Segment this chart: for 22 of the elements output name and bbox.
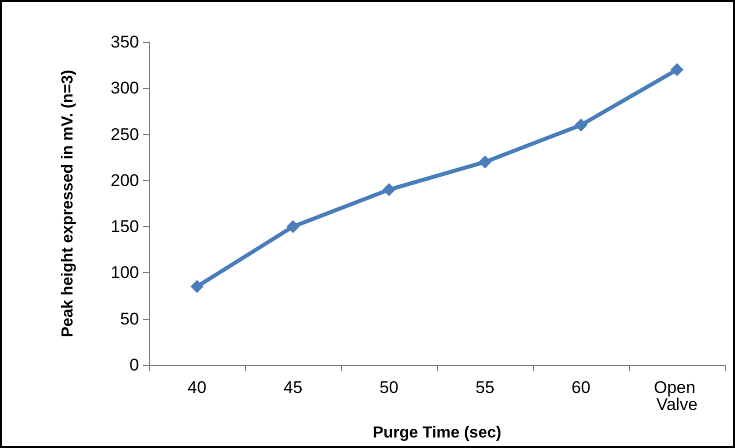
y-tick-label: 150 — [110, 217, 139, 236]
point — [286, 220, 300, 234]
y-tick-label: 0 — [130, 356, 139, 374]
x-tick-label: 40 — [188, 378, 206, 397]
point — [382, 183, 396, 196]
y-tick-label: 200 — [110, 170, 139, 190]
y-tick-label: 100 — [110, 263, 139, 282]
x-tick-label: 55 — [476, 378, 494, 397]
x-tick-label: 50 — [380, 378, 398, 397]
point — [190, 280, 204, 294]
y-tick-label: 50 — [120, 309, 139, 328]
point — [478, 155, 492, 168]
x-tick-label: Open Valve — [654, 378, 700, 414]
x-axis-title: Purge Time (sec) — [372, 424, 502, 442]
point — [574, 118, 588, 132]
point — [670, 63, 684, 76]
y-tick-label: 250 — [110, 124, 139, 144]
y-tick-label: 350 — [110, 32, 139, 52]
x-tick-label: 60 — [572, 378, 590, 397]
y-tick-label: 300 — [110, 78, 139, 98]
y-axis-title: Peak height expressed in mV. (n=3) — [60, 70, 76, 338]
x-tick-label: 45 — [284, 378, 302, 397]
